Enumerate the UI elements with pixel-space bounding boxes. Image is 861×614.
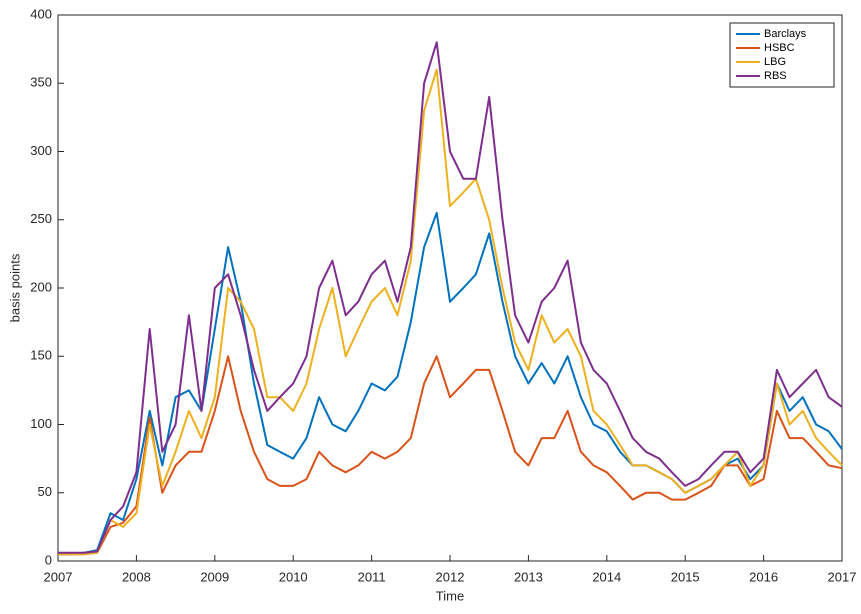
x-tick-label: 2012 [436, 569, 465, 584]
y-tick-label: 300 [30, 143, 52, 158]
x-tick-label: 2016 [749, 569, 778, 584]
x-tick-label: 2007 [44, 569, 73, 584]
x-tick-label: 2013 [514, 569, 543, 584]
legend: Barclays HSBC LBG RBS [729, 22, 835, 88]
y-axis-label: basis points [7, 253, 22, 322]
legend-label: RBS [764, 70, 787, 82]
x-tick-label: 2008 [122, 569, 151, 584]
series-line [58, 41, 843, 554]
x-tick-label: 2009 [200, 569, 229, 584]
x-tick-label: 2017 [828, 569, 857, 584]
y-tick-label: 350 [30, 75, 52, 90]
series-line [58, 68, 843, 556]
x-tick-label: 2014 [592, 569, 621, 584]
y-tick-label: 150 [30, 348, 52, 363]
legend-label: Barclays [764, 28, 807, 40]
y-tick-label: 400 [30, 6, 52, 21]
y-tick-label: 200 [30, 279, 52, 294]
x-tick-label: 2010 [279, 569, 308, 584]
series-line [58, 355, 843, 556]
plot-area [57, 14, 843, 562]
x-tick-label: 2011 [358, 569, 386, 584]
x-tick-label: 2015 [671, 569, 700, 584]
legend-label: LBG [764, 56, 786, 68]
y-tick-label: 50 [38, 484, 52, 499]
y-tick-label: 100 [30, 416, 52, 431]
legend-label: HSBC [764, 42, 795, 54]
y-tick-label: 0 [45, 552, 52, 567]
x-axis-label: Time [436, 588, 464, 603]
y-tick-label: 250 [30, 211, 52, 226]
